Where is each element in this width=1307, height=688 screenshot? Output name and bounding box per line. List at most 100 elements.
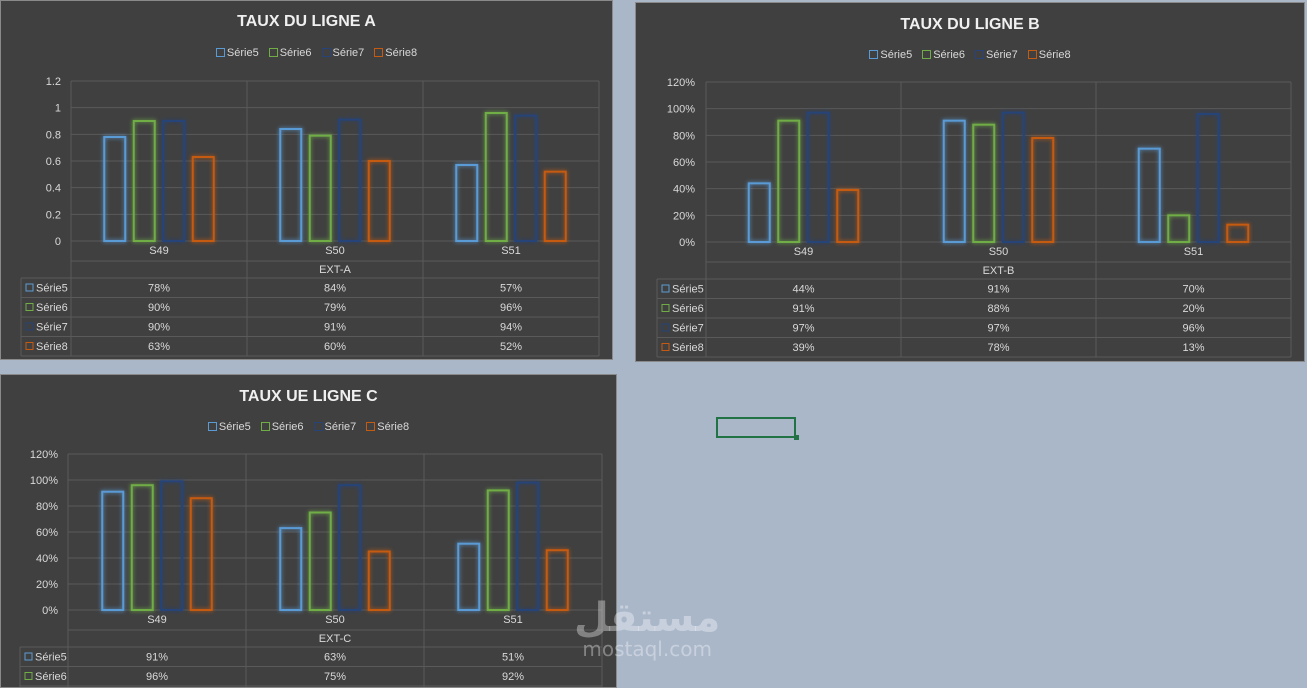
y-tick-label: 40% [36,553,58,565]
bar [191,156,215,242]
legend-swatch [321,48,331,57]
x-tick-label: S50 [989,246,1009,258]
legend-swatch [1027,50,1037,59]
legend-label: Série8 [377,421,410,433]
table-legend-key [25,322,34,331]
table-cell: 96% [500,302,522,314]
x-tick-label: S51 [1184,246,1204,258]
table-cell: 91% [324,322,346,334]
bar [545,549,569,611]
table-cell: 51% [502,652,524,664]
bar [806,111,830,243]
table-cell: 13% [1182,342,1204,354]
bar [130,484,154,611]
watermark-arabic: مستقل [574,595,721,641]
chart-plot: 0% 20% 40% 60% 80% 100% 120% S49 S50 S51 EXT-C Séri… [19,449,603,687]
table-cell: 57% [500,283,522,295]
table-cell: 70% [1182,284,1204,296]
x-tick-label: S51 [503,614,523,626]
bar [516,481,540,611]
chart-title: TAUX DU LIGNE A [237,13,376,30]
table-cell: 52% [500,341,522,353]
y-tick-label: 100% [30,475,58,487]
bar [160,480,184,611]
legend-label: Série8 [1038,49,1071,61]
bar [367,160,391,242]
bar [308,134,332,243]
legend-label: Série7 [986,49,1018,61]
table-cell: 20% [1182,303,1204,315]
table-cell: 39% [792,342,814,354]
legend-item: Série5 [207,421,251,433]
table-cell: 60% [324,341,346,353]
y-tick-label: 20% [673,210,695,222]
legend-item: Série5 [869,49,912,61]
chart-title: TAUX UE LIGNE C [239,388,378,405]
legend-swatch [215,48,225,57]
legend-item: Série6 [260,421,304,433]
x-tick-label: S50 [325,245,345,257]
table-cell: 96% [1182,323,1204,335]
table-cell: 88% [987,303,1009,315]
legend-label: Série6 [279,47,312,59]
chart-ligne-c[interactable]: TAUX UE LIGNE C Série5 Série6 Série7 Série8… [0,374,617,688]
bar [1001,111,1025,243]
legend-item: Série8 [1027,49,1071,61]
table-legend-key [25,342,34,350]
legend-swatch [268,48,278,57]
bar [308,511,332,611]
legend-label: Série7 [324,421,357,433]
table-cell: 75% [324,671,346,683]
chart-legend: Série5 Série6 Série7 Série8 [636,49,1304,61]
y-tick-label: 0.2 [46,209,61,221]
table-legend-key [24,652,33,661]
bar [132,120,156,242]
y-tick-label: 1 [55,103,61,115]
table-legend-key [661,323,670,332]
table-cell: 91% [987,284,1009,296]
selected-cell[interactable] [716,417,796,438]
legend-swatch [374,48,384,57]
table-series-name: Série5 [36,283,68,295]
x-tick-label: S49 [149,245,169,257]
table-cell: 91% [792,303,814,315]
legend-item: Série5 [215,47,259,59]
table-cell: 63% [324,652,346,664]
bar [972,123,996,243]
table-legend-key [25,303,34,311]
y-tick-label: 0 [55,236,61,248]
y-tick-label: 0.6 [46,156,61,168]
legend-item: Série7 [321,47,364,59]
bar [457,542,481,611]
table-cell: 90% [148,322,170,334]
chart-ligne-b[interactable]: TAUX DU LIGNE B Série5 Série6 Série7 Série8… [635,2,1305,362]
fill-handle[interactable] [794,435,799,440]
table-cell: 90% [148,302,170,314]
bar [338,484,362,611]
x-tick-label: S50 [325,614,345,626]
bar [279,128,303,242]
bar [484,112,508,242]
bar [1137,147,1161,244]
table-cell: 44% [792,284,814,296]
legend-swatch [922,50,932,59]
legend-label: Série5 [880,49,913,61]
y-tick-label: 80% [673,130,695,142]
bar [543,170,567,243]
table-series-name: Série5 [672,284,704,296]
bar [103,136,127,242]
bar [777,119,801,243]
table-cell: 91% [146,652,168,664]
y-tick-label: 100% [667,104,695,116]
bar [1196,113,1220,243]
bar [162,120,186,242]
chart-plot: 0% 20% 40% 60% 80% 100% 120% S49 S50 S51 EXT-B Séri… [656,77,1292,358]
chart-ligne-a[interactable]: TAUX DU LIGNE A Série5 Série6 Série7 Série8… [0,0,613,360]
y-tick-label: 40% [673,184,695,196]
x-tick-label: S49 [147,614,167,626]
y-tick-label: 80% [36,501,58,513]
legend-item: Série6 [922,49,965,61]
legend-item: Série8 [374,47,417,59]
table-cell: 84% [324,283,346,295]
y-tick-label: 120% [667,77,695,89]
